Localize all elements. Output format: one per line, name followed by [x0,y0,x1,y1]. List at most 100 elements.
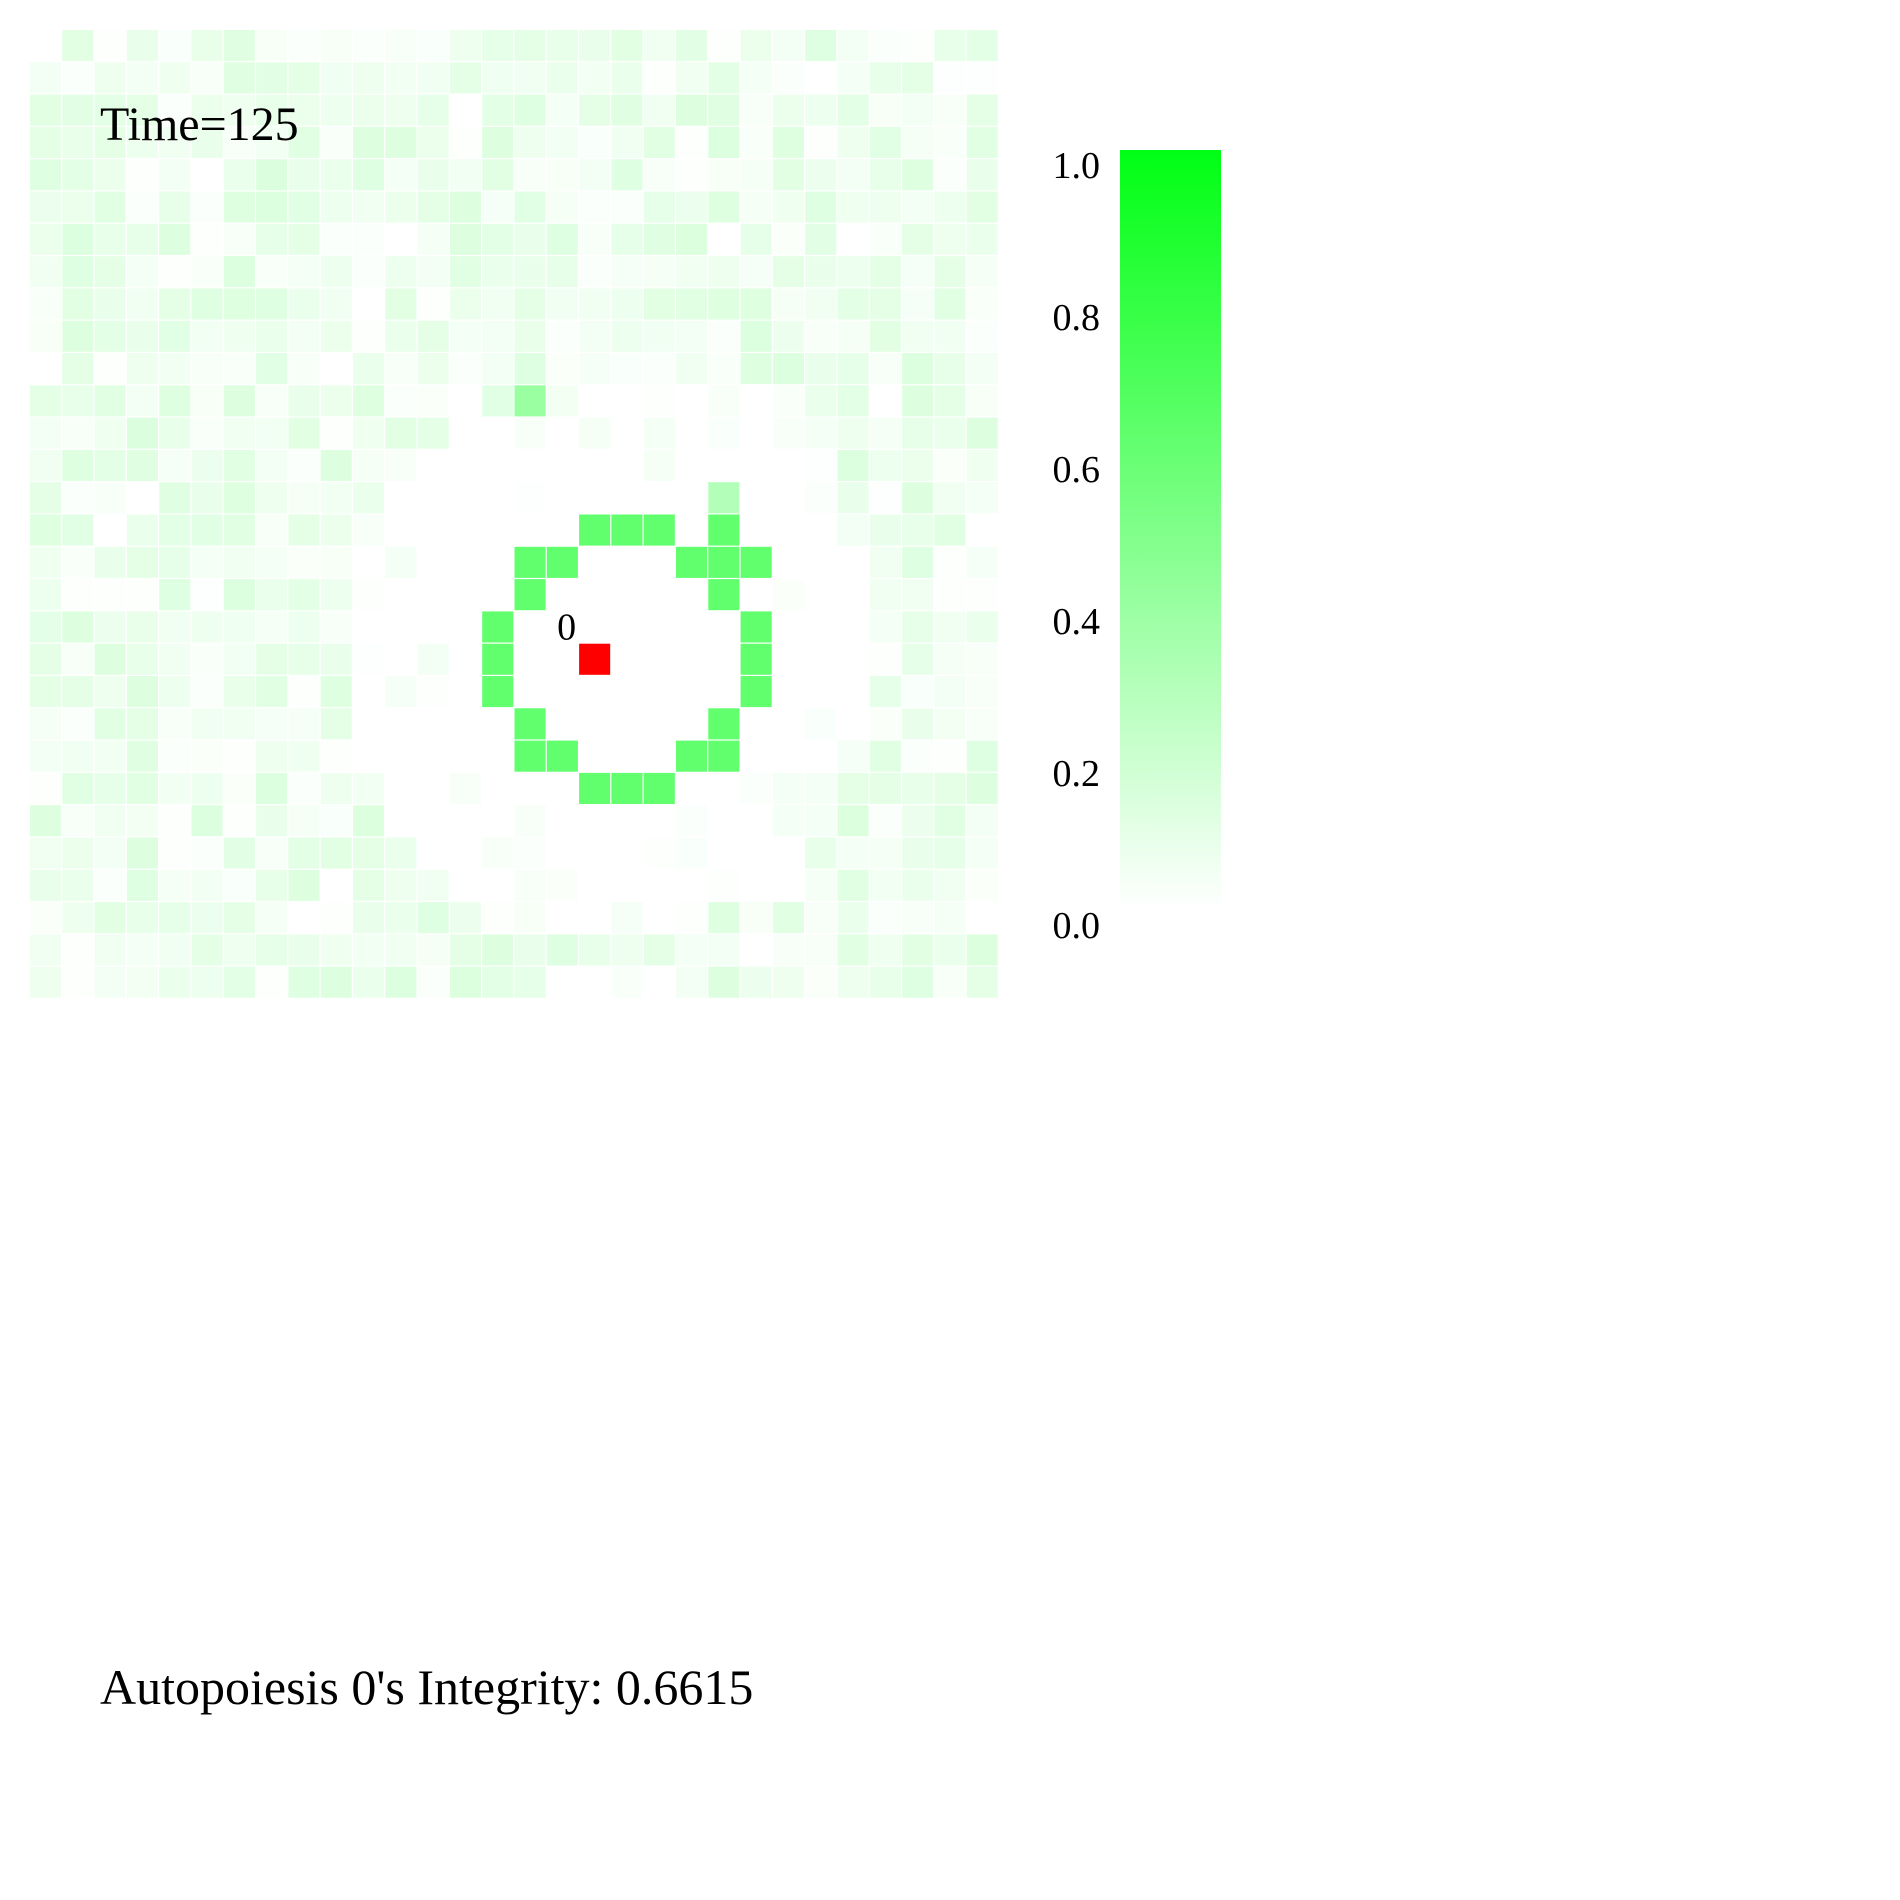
heatmap-cell [514,676,546,708]
heatmap-cell [417,385,449,417]
heatmap-cell [223,643,255,675]
heatmap-cell [417,676,449,708]
heatmap-cell [676,934,708,966]
heatmap-cell [837,288,869,320]
heatmap-cell [30,191,62,223]
heatmap-cell [62,611,94,643]
heatmap-cell [288,62,320,94]
heatmap-cell [191,159,223,191]
heatmap-cell [869,126,901,158]
heatmap-cell [676,611,708,643]
heatmap-cell [546,579,578,611]
heatmap-cell [320,676,352,708]
heatmap-cell [643,223,675,255]
heatmap-cell [805,320,837,352]
heatmap-cell [94,934,126,966]
heatmap-cell [223,288,255,320]
heatmap-cell [902,288,934,320]
heatmap-cell [62,256,94,288]
heatmap-cell [934,191,966,223]
heatmap-cell [579,417,611,449]
heatmap-cell [353,869,385,901]
heatmap-cell [94,676,126,708]
heatmap-cell [966,288,998,320]
heatmap-cell [256,934,288,966]
heatmap-cell [385,805,417,837]
heatmap-cell [611,514,643,546]
heatmap-cell [579,869,611,901]
heatmap-cell [934,30,966,62]
heatmap-cell [611,320,643,352]
heatmap-cell [676,772,708,804]
heatmap-cell [449,546,481,578]
heatmap-cell [611,740,643,772]
heatmap-cell [676,902,708,934]
heatmap-cell [579,62,611,94]
heatmap-cell [546,676,578,708]
heatmap-cell [320,126,352,158]
heatmap-cell [837,320,869,352]
heatmap-cell [417,579,449,611]
heatmap-cell [30,676,62,708]
heatmap-cell [514,417,546,449]
heatmap-cell [320,320,352,352]
heatmap-cell [934,353,966,385]
heatmap-cell [740,223,772,255]
heatmap-cell [869,934,901,966]
heatmap-cell [320,159,352,191]
heatmap-cell [449,126,481,158]
heatmap-cell [643,320,675,352]
heatmap-cell [643,30,675,62]
heatmap-cell [708,191,740,223]
heatmap-cell [353,320,385,352]
heatmap-cell [256,740,288,772]
heatmap-cell [772,320,804,352]
heatmap-cell [482,62,514,94]
heatmap-cell [417,514,449,546]
heatmap-cell [902,708,934,740]
heatmap-cell [902,934,934,966]
heatmap-cell [191,320,223,352]
heatmap-cell [223,320,255,352]
heatmap-cell [579,772,611,804]
heatmap-cell [288,159,320,191]
heatmap-cell [191,449,223,481]
heatmap-cell [417,611,449,643]
heatmap-cell [482,966,514,998]
heatmap-cell [772,869,804,901]
heatmap-cell [417,223,449,255]
heatmap-cell [611,62,643,94]
heatmap-cell [385,223,417,255]
heatmap-cell [837,514,869,546]
heatmap-cell [514,320,546,352]
heatmap-cell [805,62,837,94]
heatmap-cell [643,902,675,934]
heatmap-cell [159,320,191,352]
heatmap-cell [320,643,352,675]
heatmap-cell [579,837,611,869]
heatmap-cell [320,514,352,546]
heatmap-cell [320,837,352,869]
heatmap-cell [159,708,191,740]
heatmap-cell [191,869,223,901]
heatmap-cell [126,288,158,320]
heatmap-cell [546,353,578,385]
heatmap-cell [256,805,288,837]
heatmap-cell [30,579,62,611]
heatmap-cell [223,514,255,546]
heatmap-cell [611,579,643,611]
heatmap-cell [579,966,611,998]
heatmap-cell [966,385,998,417]
heatmap-cell [837,191,869,223]
heatmap-cell [579,902,611,934]
heatmap-cell [94,191,126,223]
heatmap-cell [126,223,158,255]
heatmap-cell [223,126,255,158]
heatmap-cell [676,62,708,94]
heatmap-cell [579,94,611,126]
heatmap-cell [805,869,837,901]
heatmap-cell [482,805,514,837]
heatmap-cell [708,320,740,352]
heatmap-cell [643,94,675,126]
heatmap-cell [708,611,740,643]
